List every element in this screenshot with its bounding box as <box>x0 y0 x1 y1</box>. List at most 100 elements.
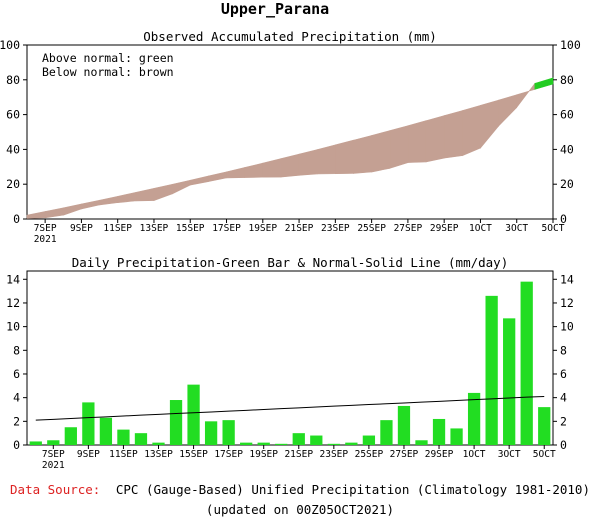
daily-x-tick-label: 1OCT <box>463 449 486 460</box>
accum-x-tick-label: 15SEP <box>176 223 205 234</box>
daily-bar <box>538 407 551 445</box>
daily-y-label-right: 10 <box>560 320 574 334</box>
daily-y-axis: 0 0 2 2 4 4 6 6 8 8 10 10 12 12 14 14 <box>6 272 574 452</box>
daily-bar <box>29 441 42 445</box>
page-title: Upper_Parana <box>221 0 329 18</box>
accum-x-tick-label: 29SEP <box>430 223 459 234</box>
source-text: CPC (Gauge-Based) Unified Precipitation … <box>116 482 590 497</box>
accum-diff-segment <box>389 125 409 169</box>
accum-diff-segment <box>316 144 336 175</box>
daily-plot-frame <box>26 270 554 446</box>
daily-bar <box>327 443 340 445</box>
accum-diff-segment <box>262 158 282 178</box>
accum-y-label-left: 40 <box>6 142 20 156</box>
daily-bar <box>415 440 428 445</box>
daily-bar <box>397 405 411 445</box>
daily-bar <box>467 392 481 445</box>
accum-diff-segment <box>62 203 82 216</box>
accum-diff-segment <box>443 110 463 159</box>
daily-chart: Daily Precipitation-Green Bar & Normal-S… <box>6 255 574 471</box>
accum-diff-segment <box>353 135 372 174</box>
daily-bar <box>520 281 533 445</box>
accum-diff-segment <box>226 167 245 179</box>
accum-chart: Observed Accumulated Precipitation (mm) … <box>0 29 581 245</box>
accum-x-tick-label: 11SEP <box>103 223 132 234</box>
daily-y-label-right: 8 <box>560 343 567 357</box>
daily-y-label-left: 6 <box>13 367 20 381</box>
daily-bar <box>152 442 165 445</box>
daily-x-tick-label: 17SEP <box>214 449 243 460</box>
daily-x-year-label: 2021 <box>42 460 65 471</box>
accum-diff-segment <box>425 115 445 163</box>
accum-diff-segment <box>208 171 227 182</box>
accum-x-tick-label: 25SEP <box>357 223 386 234</box>
daily-bars <box>29 281 551 445</box>
accum-diff-segment <box>117 192 137 203</box>
accum-x-tick-label: 7SEP <box>34 223 57 234</box>
daily-bar <box>257 442 270 445</box>
accum-diff-segment <box>26 211 46 219</box>
accum-diff-segment <box>244 162 264 178</box>
accum-x-tick-label: 1OCT <box>469 223 492 234</box>
accum-diff-segment <box>298 149 318 176</box>
footer-updated: (updated on 00Z05OCT2021) <box>206 502 394 517</box>
daily-y-label-left: 4 <box>13 391 20 405</box>
accum-plot-frame <box>26 44 554 220</box>
accum-x-tick-label: 3OCT <box>505 223 528 234</box>
daily-bar <box>222 420 235 445</box>
daily-y-label-left: 10 <box>6 320 20 334</box>
daily-y-label-right: 14 <box>560 272 574 286</box>
daily-x-axis: 7SEP 9SEP 11SEP 13SEP 15SEP 17SEP 19SEP 21SEP 23… <box>42 445 556 471</box>
accum-area <box>26 77 554 219</box>
daily-bar <box>82 402 95 445</box>
daily-x-tick-label: 7SEP <box>42 449 65 460</box>
daily-bar <box>275 443 288 445</box>
footer-source-line: Data Source: CPC (Gauge-Based) Unified P… <box>10 482 590 497</box>
daily-bar <box>432 418 446 445</box>
daily-bar <box>362 435 376 445</box>
accum-diff-segment <box>407 120 427 163</box>
daily-normal-line <box>35 395 545 421</box>
accum-diff-segment <box>335 139 354 175</box>
accum-y-label-left: 0 <box>13 212 20 226</box>
accum-y-label-left: 20 <box>6 177 20 191</box>
accum-x-tick-label: 17SEP <box>212 223 241 234</box>
accum-legend-below: Below normal: brown <box>42 65 174 79</box>
accum-y-label-right: 20 <box>560 177 574 191</box>
accum-diff-segment <box>280 153 300 178</box>
daily-y-label-left: 8 <box>13 343 20 357</box>
daily-bar <box>47 440 60 445</box>
daily-x-tick-label: 9SEP <box>77 449 100 460</box>
accum-diff-segment <box>189 175 209 186</box>
accum-diff-segment <box>480 99 499 149</box>
daily-bar <box>64 427 77 445</box>
accum-diff-segment <box>153 184 173 201</box>
daily-chart-title: Daily Precipitation-Green Bar & Normal-S… <box>72 255 509 270</box>
accum-diff-segment <box>99 196 118 206</box>
daily-bar <box>503 318 516 445</box>
daily-bar <box>450 428 463 445</box>
accum-y-label-right: 100 <box>560 38 581 52</box>
accum-y-label-right: 40 <box>560 142 574 156</box>
daily-x-tick-label: 29SEP <box>425 449 454 460</box>
daily-y-label-left: 0 <box>13 438 20 452</box>
daily-bar <box>187 384 200 445</box>
daily-bar <box>345 442 358 445</box>
daily-x-tick-label: 23SEP <box>320 449 349 460</box>
source-label: Data Source: <box>10 482 100 497</box>
daily-y-label-left: 2 <box>13 414 20 428</box>
accum-diff-segment <box>498 94 518 127</box>
accum-diff-segment <box>516 82 536 109</box>
accum-diff-segment <box>171 179 191 195</box>
accum-legend-above: Above normal: green <box>42 51 174 65</box>
daily-x-tick-label: 15SEP <box>179 449 208 460</box>
daily-y-label-right: 4 <box>560 391 567 405</box>
daily-bar <box>485 295 498 445</box>
daily-bar <box>169 400 183 445</box>
accum-y-label-left: 60 <box>6 108 20 122</box>
daily-y-label-right: 0 <box>560 438 567 452</box>
accum-diff-segment <box>371 130 391 173</box>
accum-chart-title: Observed Accumulated Precipitation (mm) <box>143 29 437 44</box>
accum-x-year-label: 2021 <box>34 234 57 245</box>
